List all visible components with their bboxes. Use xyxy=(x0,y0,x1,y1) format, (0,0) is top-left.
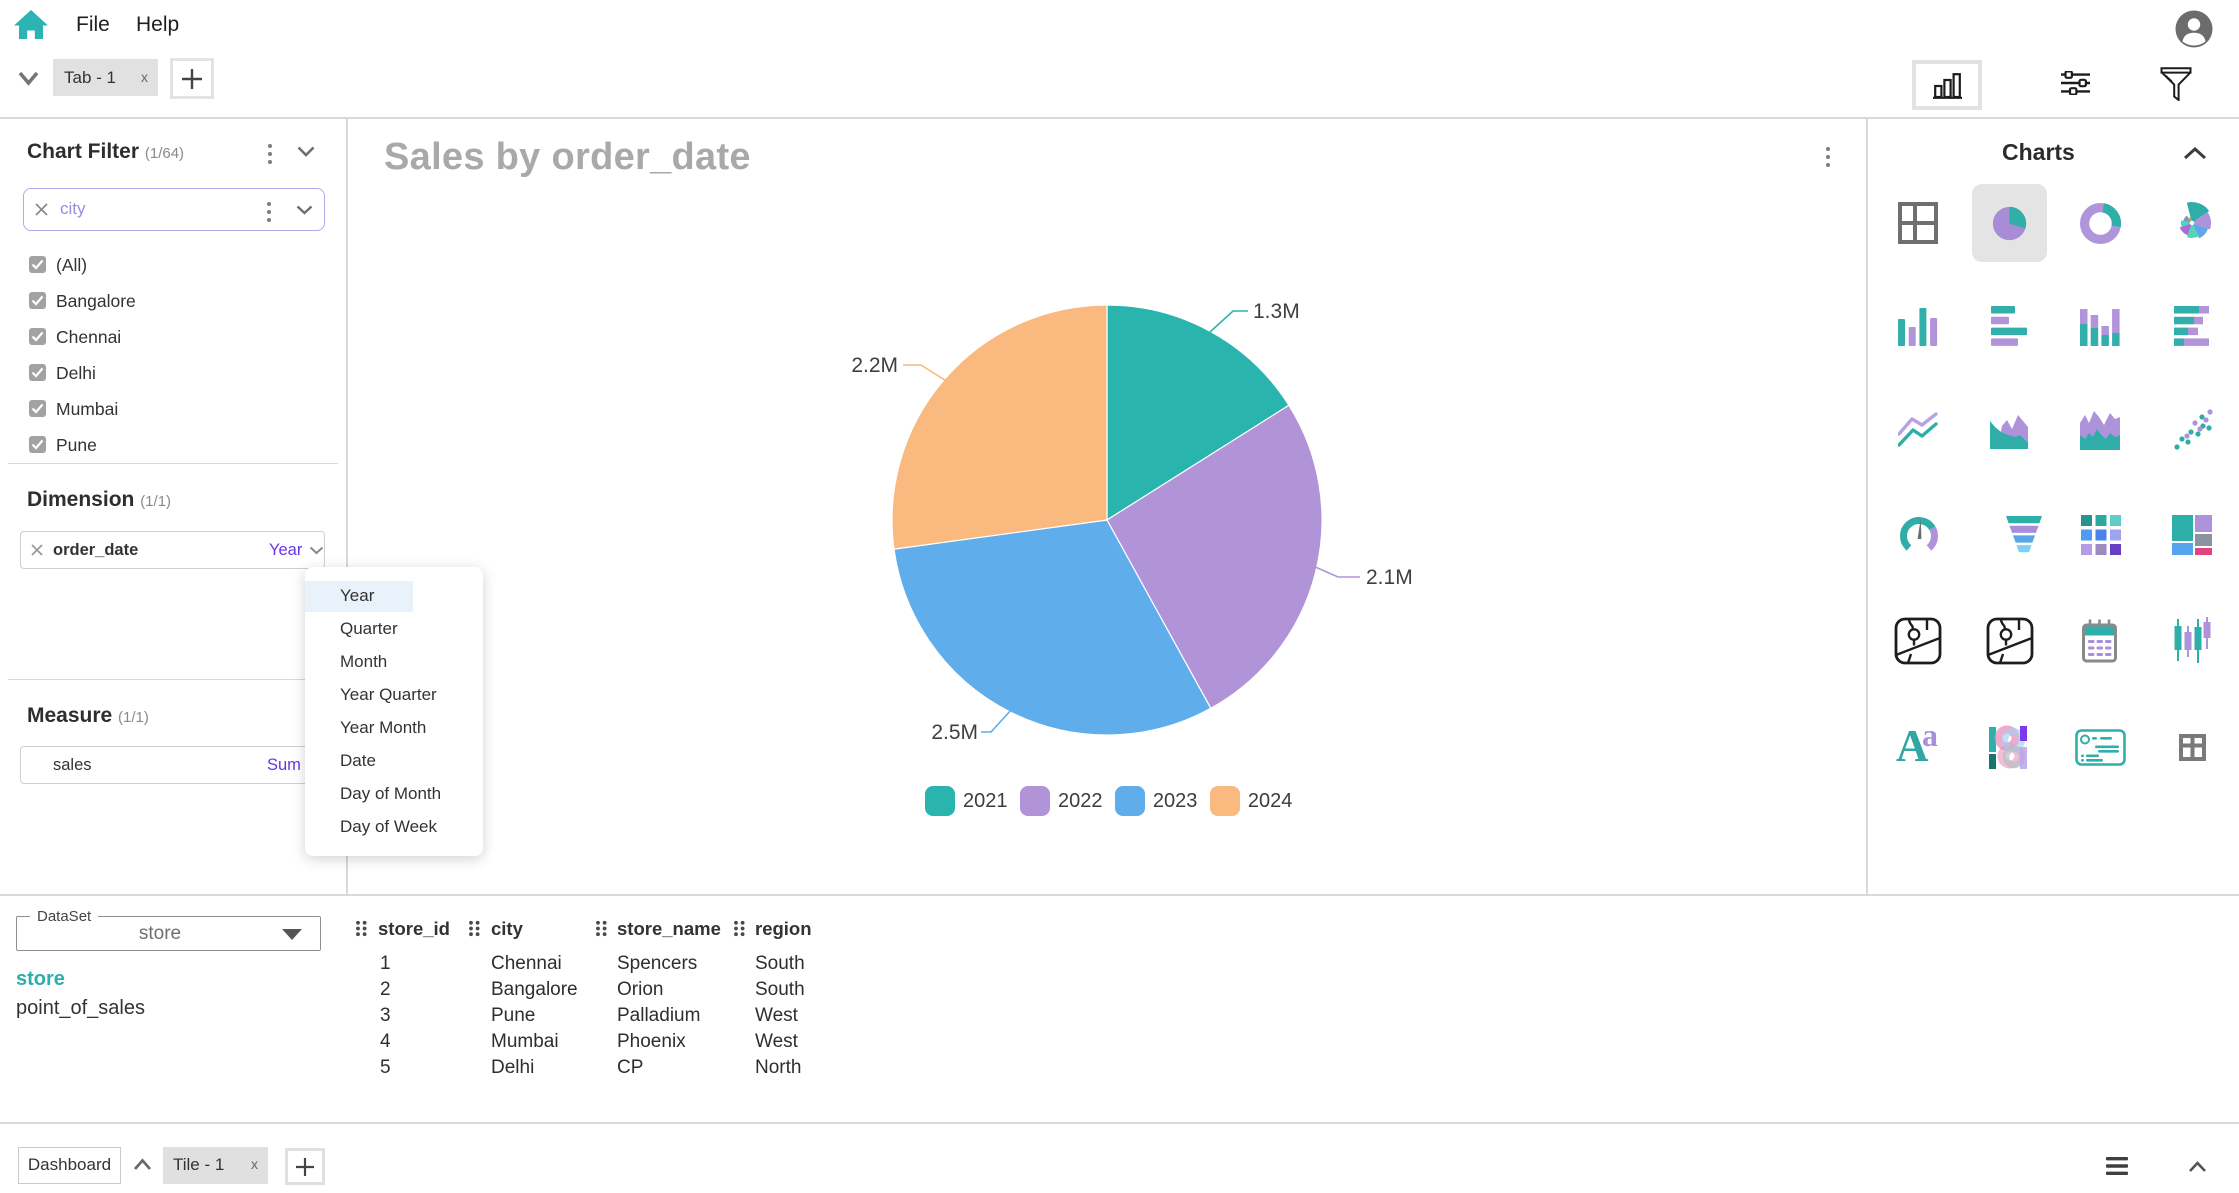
svg-text:2.2M: 2.2M xyxy=(851,354,898,377)
svg-text:1.3M: 1.3M xyxy=(1253,300,1300,323)
svg-text:2.1M: 2.1M xyxy=(1366,566,1413,589)
svg-text:2.5M: 2.5M xyxy=(931,721,978,744)
